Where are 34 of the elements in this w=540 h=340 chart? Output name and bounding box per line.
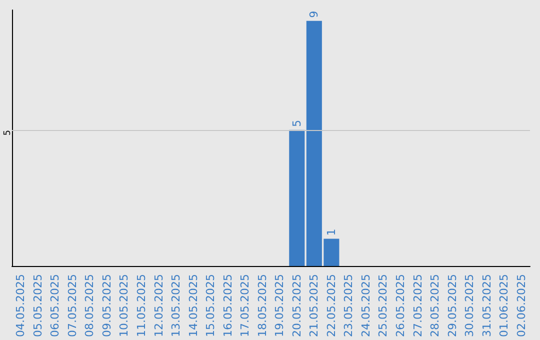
x-tick-label: 30.05.2025 (463, 274, 476, 338)
data-label: 1 (324, 228, 338, 236)
x-tick-label: 25.05.2025 (376, 274, 390, 338)
x-tick-label: 08.05.2025 (83, 274, 96, 338)
x-tick-label: 28.05.2025 (428, 274, 442, 338)
data-label: 5 (290, 120, 304, 127)
x-tick-label: 23.05.2025 (342, 274, 356, 338)
x-tick-label: 29.05.2025 (446, 274, 459, 338)
x-tick-label: 15.05.2025 (204, 274, 218, 338)
x-tick-label: 12.05.2025 (152, 274, 166, 338)
x-tick-label: 31.05.2025 (480, 274, 494, 338)
x-tick-label: 09.05.2025 (100, 274, 114, 338)
x-tick-label: 21.05.2025 (308, 274, 321, 338)
x-tick-label: 26.05.2025 (394, 274, 407, 338)
x-tick-label: 17.05.2025 (238, 274, 252, 338)
x-tick-label: 01.06.2025 (498, 274, 511, 338)
x-tick-label: 19.05.2025 (273, 274, 286, 338)
x-tick-label: 22.05.2025 (324, 274, 338, 338)
ref-line-label: 5 (3, 130, 13, 136)
x-tick-label: 18.05.2025 (256, 274, 269, 338)
x-tick-label: 11.05.2025 (135, 274, 148, 338)
x-tick-label: 04.05.2025 (14, 274, 28, 338)
x-tick-label: 07.05.2025 (66, 274, 79, 338)
x-tick-label: 27.05.2025 (411, 274, 424, 338)
x-tick-label: 13.05.2025 (170, 274, 183, 338)
data-label: 9 (308, 10, 321, 18)
x-tick-label: 02.06.2025 (514, 274, 528, 338)
x-tick-label: 24.05.2025 (359, 274, 372, 338)
x-tick-label: 20.05.2025 (290, 274, 304, 338)
x-tick-label: 06.05.2025 (48, 274, 62, 338)
x-tick-label: 14.05.2025 (186, 274, 200, 338)
x-tick-label: 16.05.2025 (221, 274, 234, 338)
x-tick-label: 10.05.2025 (118, 274, 131, 338)
x-tick-label: 05.05.2025 (31, 274, 44, 338)
